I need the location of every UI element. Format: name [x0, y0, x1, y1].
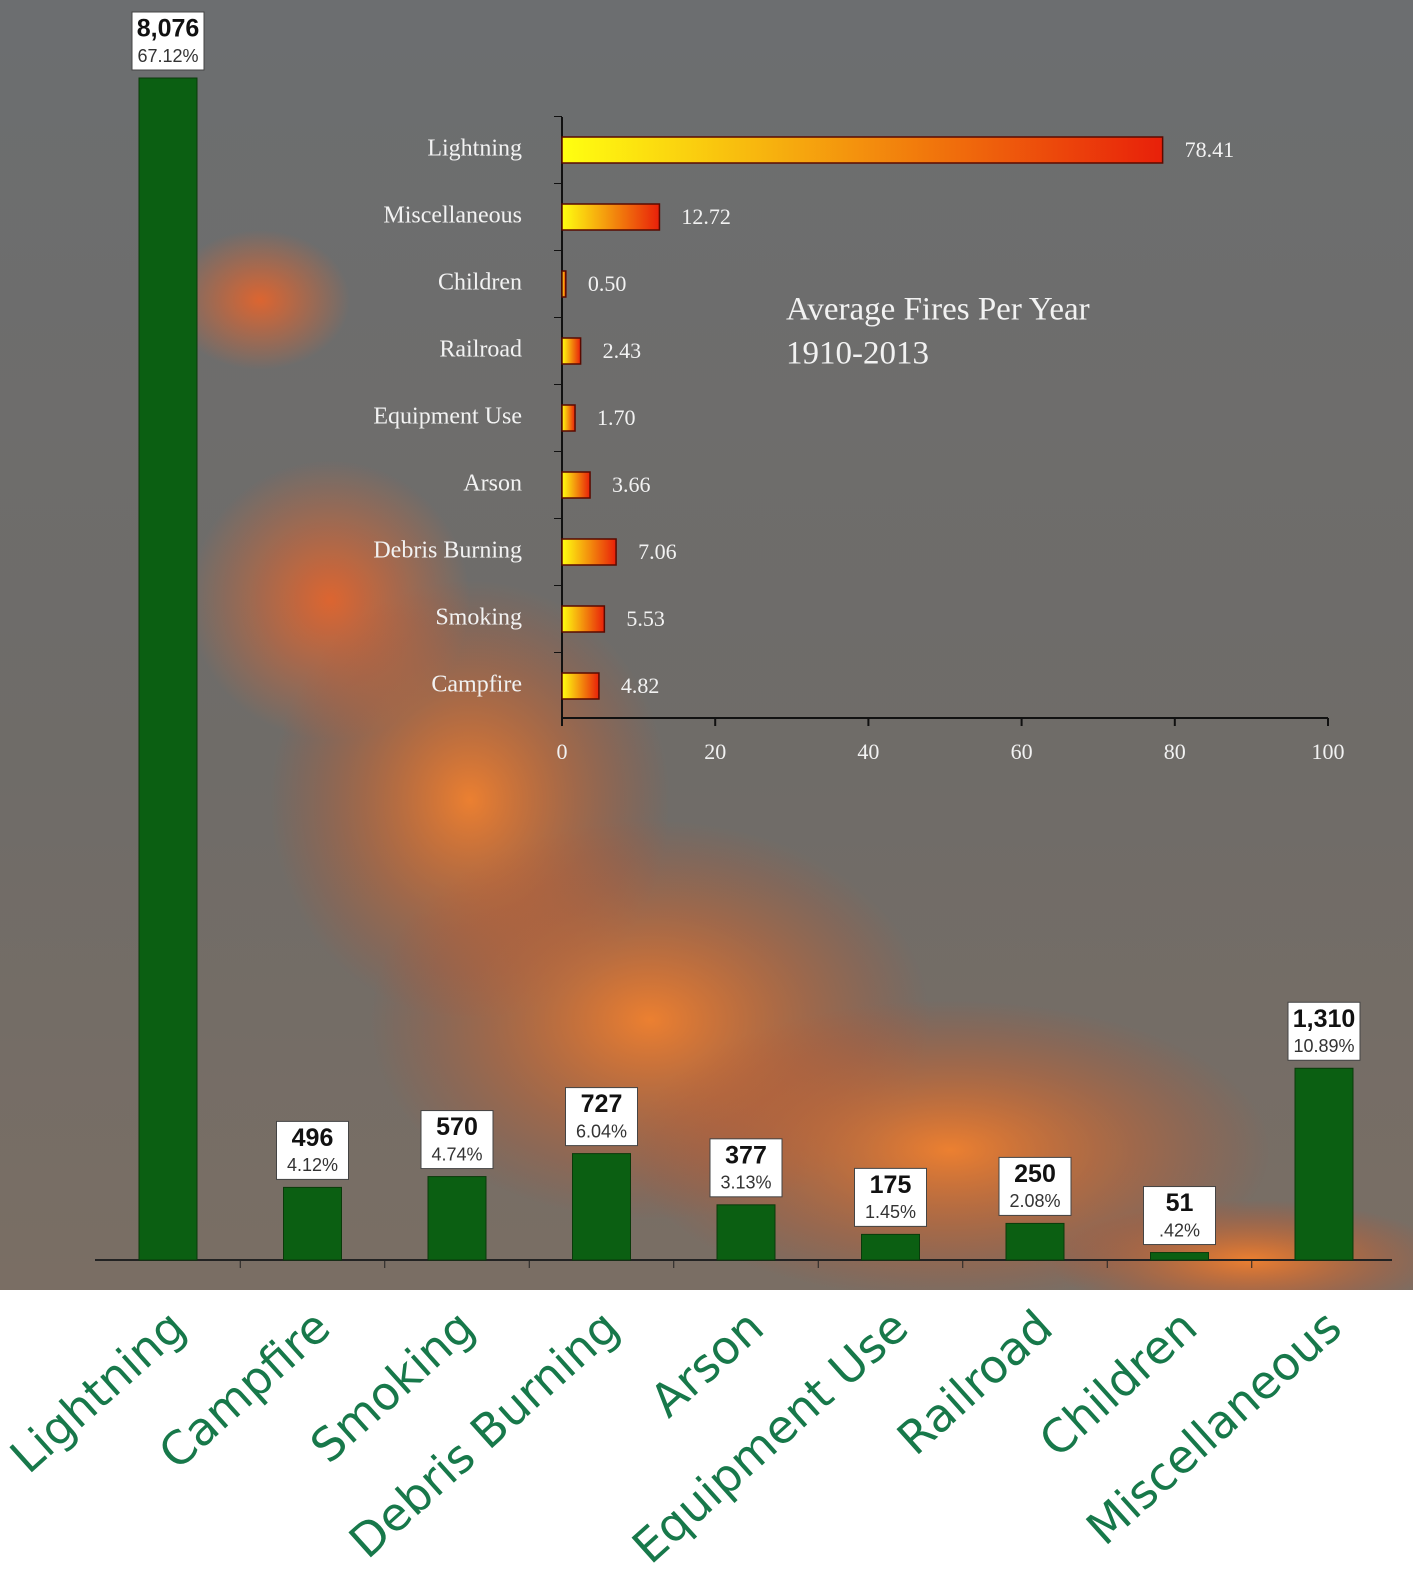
category-label: Lightning [427, 136, 522, 162]
inset-title: Average Fires Per Year [786, 292, 1090, 328]
x-tick-label: 60 [1011, 739, 1033, 764]
value-label: 1,310 [1293, 1005, 1356, 1033]
category-label: Equipment Use [373, 404, 522, 430]
bar [562, 472, 590, 498]
percent-label: 6.04% [576, 1121, 627, 1141]
value-label: 8,076 [137, 15, 200, 43]
percent-label: 3.13% [720, 1173, 771, 1193]
chart: Average Fires Per Year 1910-2013 8,076 67… [0, 0, 1413, 1596]
bar [428, 1177, 486, 1260]
value-label: 4.82 [621, 673, 660, 698]
bar [562, 271, 566, 297]
bar [573, 1154, 631, 1260]
bar [139, 78, 197, 1260]
value-label: 727 [581, 1090, 623, 1118]
value-label: 0.50 [588, 271, 627, 296]
value-label: 377 [725, 1141, 767, 1169]
bar [717, 1205, 775, 1260]
category-label: Railroad [439, 337, 522, 363]
value-label: 175 [870, 1171, 912, 1199]
value-label: 496 [292, 1124, 334, 1152]
bar [1151, 1253, 1209, 1260]
bar [862, 1234, 920, 1260]
bar [284, 1187, 342, 1260]
value-label: 7.06 [638, 539, 677, 564]
category-label: Smoking [435, 605, 522, 631]
value-label: 2.43 [603, 338, 642, 363]
category-label: Miscellaneous [383, 203, 522, 229]
category-label: Arson [463, 471, 522, 497]
x-tick-label: 100 [1312, 739, 1345, 764]
category-label: Children [438, 270, 522, 296]
bar [562, 539, 616, 565]
percent-label: 2.08% [1009, 1191, 1060, 1211]
value-label: 51 [1166, 1189, 1194, 1217]
value-label: 12.72 [681, 204, 731, 229]
value-label: 1.70 [597, 405, 636, 430]
value-label: 570 [436, 1113, 478, 1141]
percent-label: 1.45% [865, 1202, 916, 1222]
bar [1006, 1223, 1064, 1260]
percent-label: .42% [1159, 1220, 1200, 1240]
bar [562, 338, 581, 364]
percent-label: 67.12% [137, 46, 198, 66]
percent-label: 10.89% [1293, 1036, 1354, 1056]
category-label: Debris Burning [373, 538, 522, 564]
bar [562, 606, 604, 632]
category-label: Campfire [431, 672, 522, 698]
bar [1295, 1068, 1353, 1260]
value-label: 3.66 [612, 472, 651, 497]
x-tick-label: 20 [704, 739, 726, 764]
value-label: 250 [1014, 1160, 1056, 1188]
bar [562, 204, 659, 230]
x-tick-label: 40 [857, 739, 879, 764]
value-label: 5.53 [626, 606, 665, 631]
bar [562, 673, 599, 699]
percent-label: 4.12% [287, 1155, 338, 1175]
percent-label: 4.74% [431, 1144, 482, 1164]
bar [562, 405, 575, 431]
x-tick-label: 80 [1164, 739, 1186, 764]
inset-subtitle: 1910-2013 [786, 336, 929, 372]
value-label: 78.41 [1185, 137, 1235, 162]
x-tick-label: 0 [557, 739, 568, 764]
bar [562, 137, 1163, 163]
